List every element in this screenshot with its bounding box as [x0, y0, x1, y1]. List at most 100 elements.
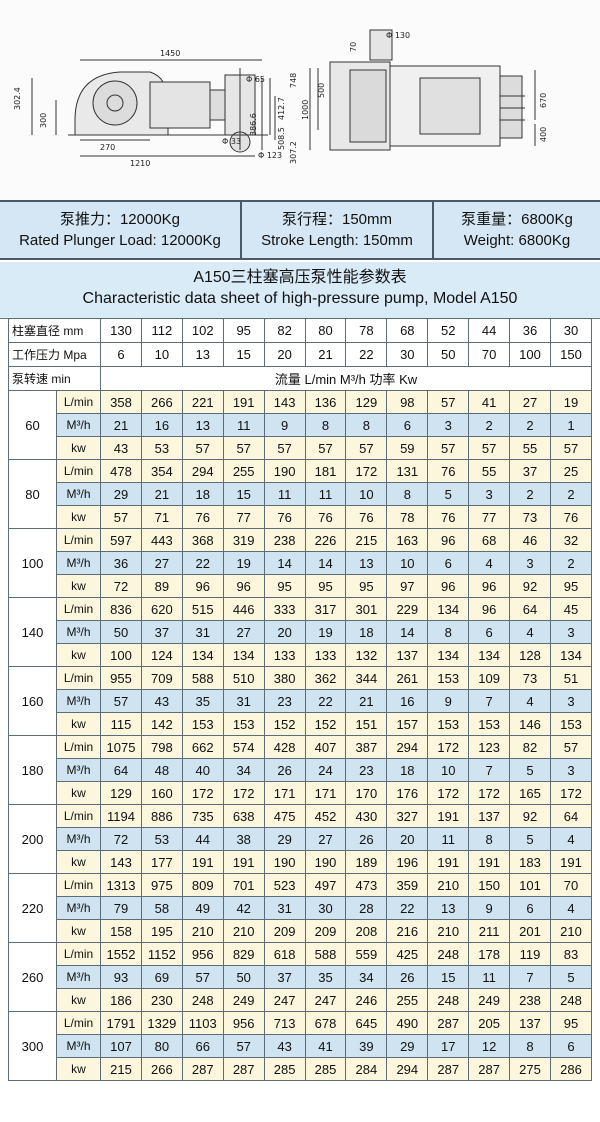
value-cell: 95: [549, 1011, 593, 1035]
value-cell: 8: [509, 1034, 551, 1058]
pump-data-table: 柱塞直径 mm 130 112 102 95 82 80 78 68 52 44 36 30 工作压力 M…: [7, 318, 593, 1081]
unit-cell: M³/h: [55, 620, 102, 644]
speed-60-kw-row: kw 43 53 57 57 57 57 57 59 57 57 55 57: [9, 436, 593, 460]
value-cell: 172: [468, 781, 511, 805]
diameter-cell: 44: [468, 318, 511, 343]
dim-500: 500: [317, 83, 326, 98]
value-cell: 64: [509, 597, 551, 621]
value-cell: 16: [386, 689, 429, 713]
value-cell: 18: [386, 758, 429, 782]
value-cell: 134: [427, 643, 470, 667]
pump-drawing: 1450 302.4 300 270 1210 Φ 65 Φ 33 Φ 123 …: [0, 0, 600, 200]
diameter-cell: 78: [345, 318, 388, 343]
value-cell: 618: [263, 942, 306, 966]
value-cell: 170: [345, 781, 388, 805]
value-cell: 76: [427, 459, 470, 483]
value-cell: 6: [386, 413, 429, 437]
speed-160-m3h-row: M³/h 57 43 35 31 23 22 21 16 9 7 4 3: [9, 689, 593, 713]
value-cell: 37: [263, 965, 306, 989]
value-cell: 76: [181, 505, 224, 529]
dim-307: 307.2: [289, 141, 298, 164]
value-cell: 153: [549, 712, 593, 736]
unit-cell: M³/h: [55, 482, 102, 506]
value-cell: 72: [100, 574, 142, 598]
value-cell: 443: [140, 528, 183, 552]
value-cell: 157: [386, 712, 429, 736]
table-title-zh: A150三柱塞高压泵性能参数表: [193, 269, 407, 286]
value-cell: 11: [468, 965, 511, 989]
value-cell: 31: [181, 620, 224, 644]
value-cell: 362: [304, 666, 347, 690]
value-cell: 50: [100, 620, 142, 644]
value-cell: 559: [345, 942, 388, 966]
value-cell: 22: [386, 896, 429, 920]
value-cell: 16: [140, 413, 183, 437]
value-cell: 709: [140, 666, 183, 690]
value-cell: 1: [549, 413, 593, 437]
value-cell: 57: [222, 436, 265, 460]
value-cell: 49: [181, 896, 224, 920]
speed-220-lmin-row: 220 L/min 1313 975 809 701 523 497 473 359 210 150 1…: [8, 873, 593, 943]
value-cell: 798: [140, 735, 183, 759]
dim-phi65: Φ 65: [246, 75, 265, 84]
unit-cell: kw: [55, 436, 102, 460]
value-cell: 191: [427, 804, 470, 828]
value-cell: 171: [263, 781, 306, 805]
value-cell: 133: [263, 643, 306, 667]
dim-phi130: Φ 130: [386, 31, 410, 40]
value-cell: 153: [222, 712, 265, 736]
diameter-row: 柱塞直径 mm 130 112 102 95 82 80 78 68 52 44 36 30: [7, 318, 593, 343]
value-cell: 95: [304, 574, 347, 598]
value-cell: 3: [549, 758, 593, 782]
value-cell: 6: [427, 551, 470, 575]
flow-power-label: 流量 L/min M³/h 功率 Kw: [100, 366, 592, 391]
speed-60-m3h-row: M³/h 21 16 13 11 9 8 8 6 3 2 2 1: [9, 413, 593, 437]
value-cell: 473: [345, 873, 388, 897]
spec-stroke-length-en: Stroke Length: 150mm: [261, 232, 413, 249]
value-cell: 8: [427, 620, 470, 644]
value-cell: 96: [427, 528, 470, 552]
pressure-cell: 150: [549, 342, 593, 367]
value-cell: 191: [468, 850, 511, 874]
value-cell: 133: [304, 643, 347, 667]
value-cell: 92: [509, 804, 551, 828]
value-cell: 134: [468, 643, 511, 667]
value-cell: 46: [509, 528, 551, 552]
speed-300-lmin-row: 300 L/min 1791 1329 1103 956 713 678 645 490 287 20…: [8, 1011, 593, 1081]
value-cell: 713: [263, 1011, 306, 1035]
diameter-cell: 112: [140, 318, 183, 343]
dim-300: 300: [39, 113, 48, 128]
value-cell: 248: [427, 942, 470, 966]
value-cell: 40: [181, 758, 224, 782]
value-cell: 210: [181, 919, 224, 943]
value-cell: 137: [468, 804, 511, 828]
value-cell: 1791: [100, 1011, 142, 1035]
value-cell: 11: [222, 413, 265, 437]
spec-stroke-length: 泵行程：150mm Stroke Length: 150mm: [242, 202, 434, 258]
value-cell: 95: [345, 574, 388, 598]
value-cell: 248: [181, 988, 224, 1012]
value-cell: 172: [345, 459, 388, 483]
value-cell: 136: [304, 390, 347, 414]
value-cell: 21: [100, 413, 142, 437]
value-cell: 452: [304, 804, 347, 828]
speed-160-lmin-row: 160 L/min 955 709 588 510 380 362 344 261 153 109 73…: [8, 666, 593, 736]
value-cell: 19: [549, 390, 593, 414]
value-cell: 124: [140, 643, 183, 667]
value-cell: 327: [386, 804, 429, 828]
value-cell: 588: [181, 666, 224, 690]
value-cell: 1552: [100, 942, 142, 966]
value-cell: 13: [345, 551, 388, 575]
value-cell: 36: [100, 551, 142, 575]
value-cell: 247: [304, 988, 347, 1012]
value-cell: 190: [263, 459, 306, 483]
value-cell: 4: [509, 620, 551, 644]
value-cell: 146: [509, 712, 551, 736]
value-cell: 2: [468, 413, 511, 437]
value-cell: 229: [386, 597, 429, 621]
value-cell: 14: [304, 551, 347, 575]
value-cell: 9: [427, 689, 470, 713]
value-cell: 129: [100, 781, 142, 805]
value-cell: 226: [304, 528, 347, 552]
dim-302: 302.4: [13, 87, 22, 110]
